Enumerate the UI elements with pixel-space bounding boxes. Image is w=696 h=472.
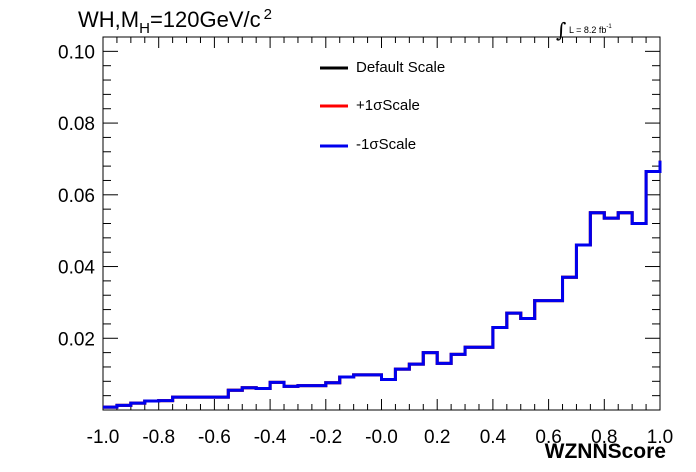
axis-ticks	[102, 36, 661, 411]
x-tick-label: -0.0	[365, 427, 398, 448]
x-tick-label: -0.8	[142, 427, 175, 448]
luminosity-label: ∫ L = 8.2 fb-1	[556, 14, 612, 42]
title-subscript: H	[139, 20, 150, 37]
x-tick-label: -0.2	[309, 427, 342, 448]
x-tick-label: 0.6	[535, 427, 561, 448]
y-tick-label: 0.06	[58, 186, 95, 207]
title-suffix: =120GeV/c	[149, 7, 261, 32]
axis-tick-labels: -1.0 -0.8 -0.6 -0.4 -0.2 -0.0 0.2 0.4 0.6 0.8 1.0 0…	[58, 42, 673, 448]
lumi-text: L = 8.2 fb	[568, 25, 607, 35]
x-tick-label: 1.0	[647, 427, 673, 448]
x-tick-label: -1.0	[87, 427, 120, 448]
legend-label-minus1sigma: -1σScale	[356, 136, 417, 153]
title-superscript: 2	[263, 6, 272, 23]
x-tick-label: 0.4	[480, 427, 507, 448]
legend-label-default: Default Scale	[356, 59, 446, 76]
x-tick-label: 0.2	[424, 427, 450, 448]
series-line-0	[103, 160, 662, 409]
x-tick-label: -0.6	[198, 427, 231, 448]
plot-frame	[102, 36, 661, 411]
legend-label-plus1sigma: +1σScale	[356, 97, 420, 114]
x-axis-title: WZNNScore	[544, 440, 666, 463]
series-line-2	[103, 160, 662, 409]
y-tick-label: 0.08	[58, 114, 95, 135]
y-tick-label: 0.02	[58, 329, 95, 350]
lumi-superscript: -1	[606, 24, 612, 30]
title-prefix: WH,M	[78, 7, 140, 32]
plot-title: WH,MH=120GeV/c 2	[78, 6, 272, 37]
series-line-1	[103, 160, 662, 409]
histogram-series	[103, 160, 662, 409]
integral-symbol: ∫	[556, 18, 567, 42]
y-tick-label: 0.10	[58, 42, 95, 63]
y-tick-label: 0.04	[58, 258, 95, 279]
x-tick-label: 0.8	[591, 427, 617, 448]
legend-lines	[320, 66, 348, 148]
x-tick-label: -0.4	[254, 427, 287, 448]
